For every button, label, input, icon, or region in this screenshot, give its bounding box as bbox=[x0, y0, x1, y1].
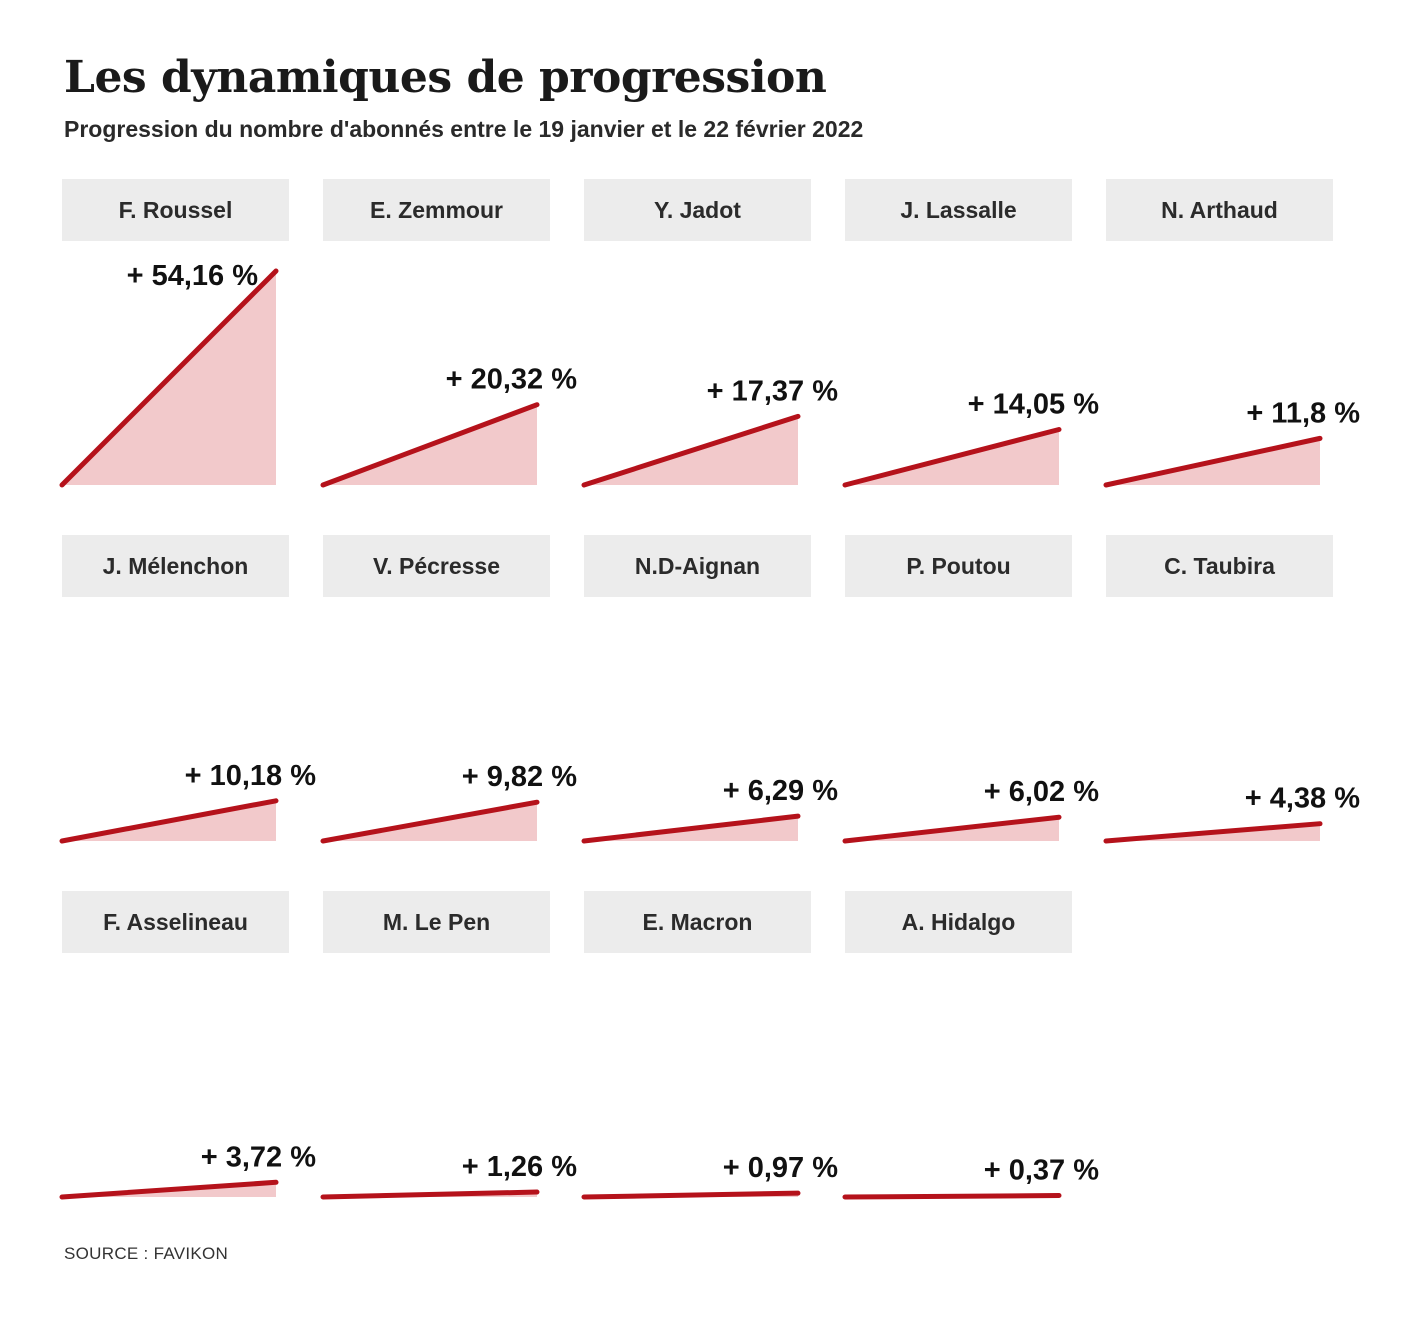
panel-name: F. Roussel bbox=[119, 197, 233, 223]
series-line bbox=[59, 798, 279, 844]
value-label: + 10,18 % bbox=[185, 760, 317, 792]
panel-label-box bbox=[845, 891, 1072, 953]
panel-0: F. Roussel + 54,16 % bbox=[59, 179, 289, 488]
value-label: + 6,29 % bbox=[723, 775, 838, 807]
panel-11: M. Le Pen + 1,26 % bbox=[320, 891, 577, 1200]
panel-label-box bbox=[62, 891, 289, 953]
panel-2: Y. Jadot + 17,37 % bbox=[581, 179, 839, 488]
panel-12: E. Macron + 0,97 % bbox=[581, 891, 838, 1200]
value-label: + 9,82 % bbox=[462, 761, 577, 793]
panel-label-box bbox=[584, 891, 811, 953]
value-label: + 54,16 % bbox=[127, 260, 259, 292]
series-line bbox=[842, 814, 1062, 844]
panel-9: C. Taubira + 4,38 % bbox=[1103, 535, 1360, 844]
panel-6: V. Pécresse + 9,82 % bbox=[320, 535, 577, 844]
value-label: + 3,72 % bbox=[201, 1141, 316, 1173]
panel-name: J. Mélenchon bbox=[103, 553, 249, 579]
value-label: + 6,02 % bbox=[984, 776, 1099, 808]
panel-label-box bbox=[845, 179, 1072, 241]
panel-name: P. Poutou bbox=[906, 553, 1010, 579]
panel-label-box bbox=[62, 179, 289, 241]
chart-subtitle: Progression du nombre d'abonnés entre le… bbox=[64, 116, 864, 142]
panel-label-box bbox=[323, 179, 550, 241]
value-label: + 14,05 % bbox=[968, 388, 1100, 420]
panel-label-box bbox=[584, 179, 811, 241]
panel-8: P. Poutou + 6,02 % bbox=[842, 535, 1099, 844]
panel-5: J. Mélenchon + 10,18 % bbox=[59, 535, 317, 844]
value-label: + 1,26 % bbox=[462, 1151, 577, 1183]
series-line bbox=[1103, 821, 1323, 844]
panel-label-box bbox=[323, 535, 550, 597]
panel-name: E. Macron bbox=[643, 909, 753, 935]
panel-4: N. Arthaud + 11,8 % bbox=[1103, 179, 1360, 488]
series-line bbox=[842, 426, 1062, 488]
panel-13: A. Hidalgo + 0,37 % bbox=[842, 891, 1099, 1200]
panel-name: E. Zemmour bbox=[370, 197, 503, 223]
panel-3: J. Lassalle + 14,05 % bbox=[842, 179, 1100, 488]
panel-name: J. Lassalle bbox=[900, 197, 1016, 223]
series-line bbox=[581, 813, 801, 844]
series-line bbox=[581, 413, 801, 488]
panel-7: N.D-Aignan + 6,29 % bbox=[581, 535, 838, 844]
series-line bbox=[320, 799, 540, 844]
panel-name: C. Taubira bbox=[1164, 553, 1275, 579]
panel-label-box bbox=[1106, 179, 1333, 241]
panel-label-box bbox=[62, 535, 289, 597]
series-line bbox=[581, 1190, 801, 1200]
series-line bbox=[1103, 435, 1323, 488]
panel-name: V. Pécresse bbox=[373, 553, 500, 579]
panel-1: E. Zemmour + 20,32 % bbox=[320, 179, 578, 488]
panel-name: N. Arthaud bbox=[1161, 197, 1278, 223]
panel-name: A. Hidalgo bbox=[902, 909, 1016, 935]
panel-label-box bbox=[323, 891, 550, 953]
value-label: + 20,32 % bbox=[446, 364, 578, 396]
series-line bbox=[59, 1179, 279, 1200]
panel-10: F. Asselineau + 3,72 % bbox=[59, 891, 316, 1200]
value-label: + 17,37 % bbox=[707, 375, 839, 407]
panel-name: M. Le Pen bbox=[383, 909, 490, 935]
series-line bbox=[842, 1193, 1062, 1200]
panel-label-box bbox=[584, 535, 811, 597]
panel-name: F. Asselineau bbox=[103, 909, 248, 935]
panel-name: Y. Jadot bbox=[654, 197, 741, 223]
series-line bbox=[320, 402, 540, 488]
value-label: + 0,37 % bbox=[984, 1155, 1099, 1187]
panel-label-box bbox=[1106, 535, 1333, 597]
value-label: + 4,38 % bbox=[1245, 783, 1360, 815]
source-note: SOURCE : FAVIKON bbox=[64, 1244, 229, 1263]
series-line bbox=[320, 1189, 540, 1200]
value-label: + 11,8 % bbox=[1246, 397, 1360, 429]
panel-label-box bbox=[845, 535, 1072, 597]
value-label: + 0,97 % bbox=[723, 1152, 838, 1184]
panel-name: N.D-Aignan bbox=[635, 553, 760, 579]
chart-title: Les dynamiques de progression bbox=[64, 52, 827, 103]
series-line bbox=[59, 268, 279, 488]
